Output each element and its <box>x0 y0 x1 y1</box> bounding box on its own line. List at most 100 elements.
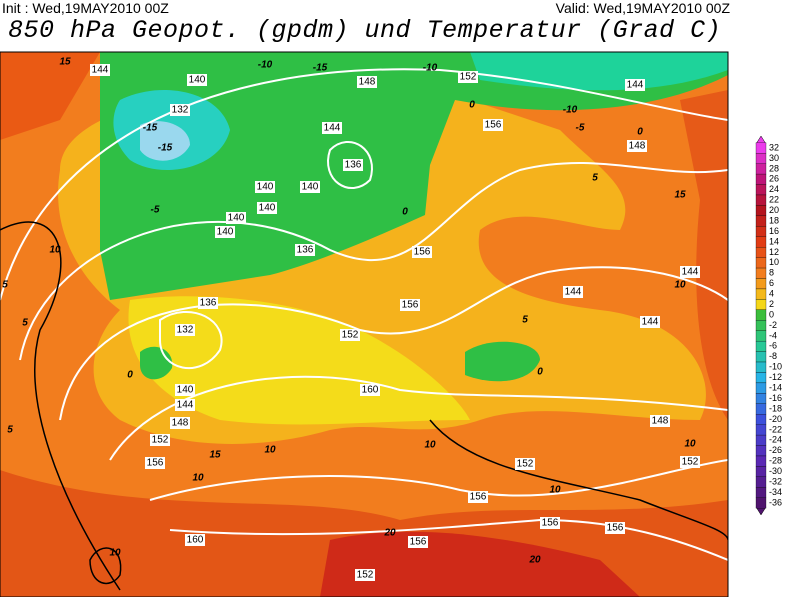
geopotential-label: 156 <box>542 518 559 529</box>
temperature-label: 15 <box>59 57 71 68</box>
geopotential-label: 140 <box>189 75 206 86</box>
geopotential-label: 144 <box>177 400 194 411</box>
field-cold <box>140 121 190 161</box>
label-box <box>170 417 190 429</box>
temperature-contours <box>0 221 728 591</box>
temperature-label: 10 <box>49 245 61 256</box>
colorbar-label: 2 <box>769 299 774 309</box>
colorbar-label: 18 <box>769 215 779 225</box>
geopotential-label: 156 <box>410 537 427 548</box>
geopotential-label: 144 <box>682 267 699 278</box>
geopotential-label: 148 <box>172 418 189 429</box>
colorbar-label: 16 <box>769 226 779 236</box>
temperature-label: 20 <box>528 555 541 566</box>
geopotential-label: 148 <box>359 77 376 88</box>
label-box <box>343 159 363 171</box>
label-box <box>322 122 342 134</box>
label-box <box>680 456 700 468</box>
colorbar-label: 30 <box>769 153 779 163</box>
geopotential-label: 140 <box>257 182 274 193</box>
colorbar-cell <box>755 153 767 164</box>
temperature-label: -15 <box>143 123 158 134</box>
temperature-label: 5 <box>2 280 8 291</box>
map-frame <box>0 51 729 597</box>
field-warm <box>680 90 728 420</box>
label-box <box>640 316 660 328</box>
temperature-label: 0 <box>637 127 643 138</box>
temperature-label: 0 <box>127 370 133 381</box>
geopotential-label: 156 <box>402 300 419 311</box>
geopotential-label: 144 <box>92 65 109 76</box>
colorbar-cell <box>755 309 767 321</box>
temperature-label: -5 <box>151 205 160 216</box>
temperature-label: 5 <box>522 315 528 326</box>
colorbar-cell <box>755 445 767 457</box>
colorbar-label: -32 <box>769 476 782 486</box>
label-box <box>412 246 432 258</box>
geopotential-label: 160 <box>362 385 379 396</box>
colorbar-label: 4 <box>769 289 774 299</box>
label-box <box>175 324 195 336</box>
map-title: 850 hPa Geopot. (gpdm) und Temperatur (G… <box>8 16 722 45</box>
temperature-label: 10 <box>192 473 204 484</box>
geopotential-label: 156 <box>147 458 164 469</box>
field-green <box>465 341 540 382</box>
colorbar-cell <box>755 476 767 488</box>
colorbar-cell <box>755 163 767 175</box>
colorbar-label: -34 <box>769 487 782 497</box>
colorbar-label: -18 <box>769 403 782 413</box>
colorbar-label: 20 <box>769 205 779 215</box>
label-box <box>357 76 377 88</box>
init-time: Init : Wed,19MAY2010 00Z <box>2 0 169 16</box>
label-box <box>215 226 235 238</box>
colorbar-label: 26 <box>769 174 779 184</box>
temperature-label: -10 <box>423 63 438 74</box>
label-box <box>175 384 195 396</box>
temperature-label: 10 <box>264 445 276 456</box>
colorbar-cell <box>755 455 767 467</box>
colorbar-cell <box>755 278 767 290</box>
temperature-label: 20 <box>383 528 396 539</box>
label-box <box>408 536 428 548</box>
colorbar-cell <box>755 288 767 300</box>
geopotential-label: 156 <box>485 120 502 131</box>
colorbar-label: -22 <box>769 424 782 434</box>
colorbar-label: -16 <box>769 393 782 403</box>
field-warm <box>0 52 100 140</box>
valid-time: Valid: Wed,19MAY2010 00Z <box>555 0 730 16</box>
label-box <box>625 79 645 91</box>
temperature-label: 10 <box>109 548 121 559</box>
colorbar-cell <box>755 320 767 331</box>
field-cyan <box>470 52 728 91</box>
geopotential-label: 152 <box>342 330 359 341</box>
label-box <box>483 119 503 131</box>
colorbar-cell <box>755 351 767 363</box>
colorbar-cell <box>755 226 767 237</box>
temperature-label: -5 <box>576 123 585 134</box>
colorbar-cell <box>755 497 767 509</box>
colorbar-cell <box>755 466 767 478</box>
colorbar-cell <box>755 372 767 384</box>
colorbar-label: 22 <box>769 195 779 205</box>
colorbar-label: -12 <box>769 372 782 382</box>
geopotential-label: 140 <box>228 213 245 224</box>
label-box <box>680 266 700 278</box>
field-yellow <box>128 296 470 425</box>
temperature-label: 0 <box>402 207 408 218</box>
geopotential-label: 144 <box>565 287 582 298</box>
temperature-label: 15 <box>674 190 686 201</box>
temperature-label: -15 <box>158 143 173 154</box>
colorbar-cell <box>755 299 767 310</box>
colorbar-label: 12 <box>769 247 779 257</box>
label-box <box>300 181 320 193</box>
label-box <box>90 64 110 76</box>
colorbar-cell <box>755 340 767 352</box>
label-box <box>175 399 195 411</box>
label-box <box>540 517 560 529</box>
geopotential-label: 160 <box>187 535 204 546</box>
geopotential-label: 140 <box>217 227 234 238</box>
label-box <box>295 244 315 256</box>
colorbar-label: -30 <box>769 466 782 476</box>
colorbar-cell <box>755 382 767 394</box>
geopotential-label: 152 <box>517 459 534 470</box>
